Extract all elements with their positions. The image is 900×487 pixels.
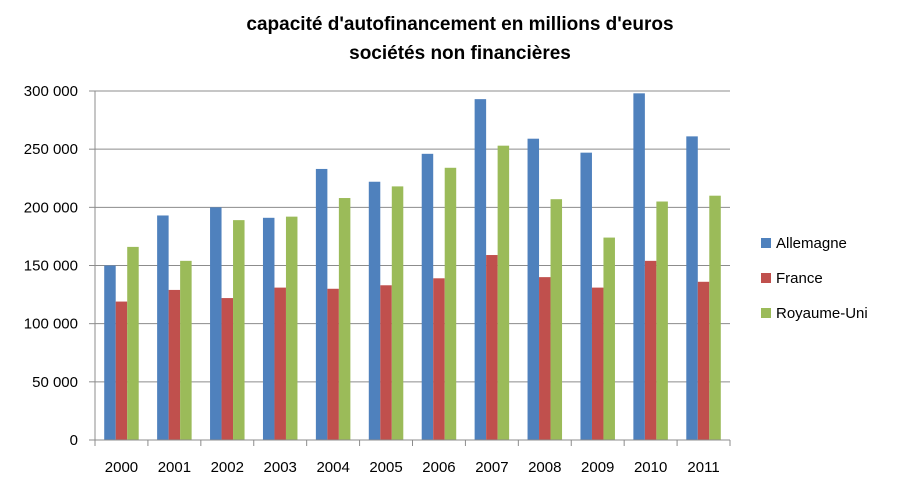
bar-france-2001 [169,290,181,440]
bar-france-2007 [486,255,498,440]
bar-france-2000 [116,302,128,440]
legend-label-royaume-uni: Royaume-Uni [776,305,868,322]
bar-allemagne-2009 [580,153,592,440]
x-tick-label: 2007 [475,459,508,476]
legend-label-allemagne: Allemagne [776,235,847,252]
bar-royaume-uni-2008 [551,199,563,440]
y-tick-label: 50 000 [32,374,78,391]
bar-france-2009 [592,288,604,440]
bar-royaume-uni-2009 [603,238,615,440]
bar-royaume-uni-2002 [233,220,245,440]
bar-allemagne-2011 [686,136,698,440]
y-tick-label: 300 000 [24,83,78,100]
legend-swatch-france [761,273,771,283]
legend-label-france: France [776,270,823,287]
bar-allemagne-2005 [369,182,381,440]
y-axis-ticks: 0 50 000 100 000 150 000 200 000 250 000 300 0… [24,83,95,449]
bar-allemagne-2007 [475,99,487,440]
bar-allemagne-2010 [633,93,645,440]
bar-france-2004 [327,289,339,440]
bar-france-2010 [645,261,657,440]
x-tick-label: 2000 [105,459,138,476]
bar-allemagne-2006 [422,154,434,440]
x-tick-label: 2006 [422,459,455,476]
bar-allemagne-2000 [104,266,116,441]
legend-swatch-allemagne [761,238,771,248]
bar-allemagne-2004 [316,169,328,440]
x-tick-label: 2004 [316,459,349,476]
bar-royaume-uni-2003 [286,217,298,440]
bar-france-2005 [380,285,392,440]
x-tick-label: 2008 [528,459,561,476]
bar-france-2011 [698,282,710,440]
bar-allemagne-2001 [157,215,169,440]
bar-france-2002 [222,298,234,440]
legend-swatch-royaume-uni [761,308,771,318]
bar-allemagne-2003 [263,218,275,440]
bar-allemagne-2002 [210,207,222,440]
x-axis-ticks: 2000 2001 2002 2003 2004 2005 2006 2007 2008 2009… [95,440,730,476]
y-tick-label: 100 000 [24,316,78,333]
bar-royaume-uni-2004 [339,198,351,440]
bar-royaume-uni-2011 [709,196,721,440]
bars [104,93,721,440]
y-tick-label: 150 000 [24,258,78,275]
bar-royaume-uni-2000 [127,247,139,440]
bar-france-2006 [433,278,445,440]
x-tick-label: 2011 [687,459,719,476]
x-tick-label: 2003 [264,459,297,476]
y-tick-label: 0 [70,432,78,449]
chart-title-line-2: sociétés non financières [349,43,571,64]
bar-france-2003 [274,288,286,440]
bar-royaume-uni-2001 [180,261,192,440]
bar-allemagne-2008 [528,139,540,440]
chart-title-line-1: capacité d'autofinancement en millions d… [246,14,673,35]
bar-royaume-uni-2010 [656,202,668,440]
legend: Allemagne France Royaume-Uni [761,235,868,322]
bar-royaume-uni-2007 [498,146,510,440]
bar-royaume-uni-2005 [392,186,404,440]
x-tick-label: 2002 [211,459,244,476]
y-tick-label: 250 000 [24,141,78,158]
x-tick-label: 2009 [581,459,614,476]
x-tick-label: 2010 [634,459,667,476]
y-tick-label: 200 000 [24,199,78,216]
x-tick-label: 2005 [369,459,402,476]
bar-france-2008 [539,277,551,440]
x-tick-label: 2001 [158,459,191,476]
bar-royaume-uni-2006 [445,168,457,440]
bar-chart: capacité d'autofinancement en millions d… [0,0,900,487]
